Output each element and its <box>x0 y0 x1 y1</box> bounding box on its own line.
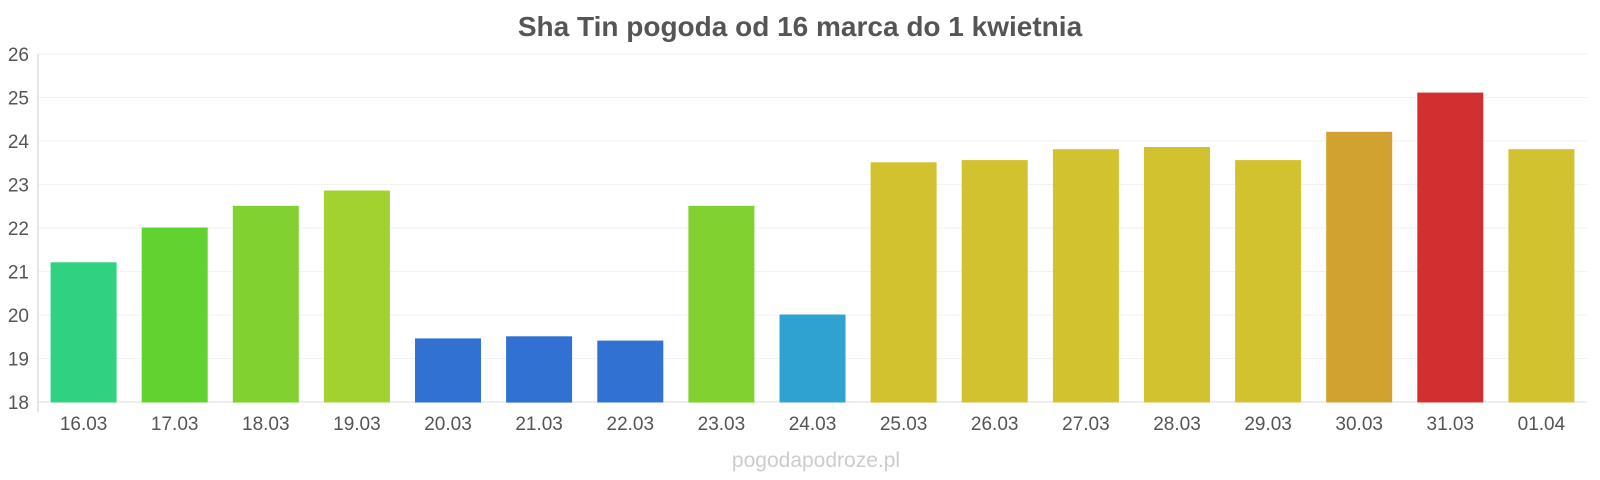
bar <box>141 227 208 403</box>
bar <box>415 338 481 403</box>
bar <box>1417 92 1484 403</box>
bar <box>1235 160 1302 403</box>
y-tick-label: 19 <box>8 350 29 371</box>
y-tick-label: 18 <box>8 393 29 414</box>
watermark: pogodapodroze.pl <box>732 449 900 472</box>
x-tick-label: 24.03 <box>789 414 837 435</box>
x-tick-label: 19.03 <box>333 414 381 435</box>
x-tick-labels: 16.03 17.03 18.03 19.03 20.03 21.03 22.03 23.03… <box>60 414 1566 435</box>
bar <box>506 336 573 403</box>
x-tick-label: 16.03 <box>60 414 108 435</box>
bar <box>50 262 117 403</box>
bar <box>323 190 390 403</box>
x-tick-label: 25.03 <box>880 414 928 435</box>
x-tick-label: 27.03 <box>1062 414 1110 435</box>
bar <box>232 205 299 403</box>
y-tick-label: 26 <box>8 45 29 66</box>
x-tick-label: 30.03 <box>1335 414 1383 435</box>
bar <box>870 162 937 403</box>
y-tick-label: 24 <box>8 132 30 153</box>
x-tick-label: 31.03 <box>1427 414 1475 435</box>
bar <box>597 340 664 403</box>
y-tick-label: 25 <box>8 89 29 110</box>
bar <box>1508 149 1575 403</box>
x-tick-label: 22.03 <box>607 414 655 435</box>
x-tick-label: 21.03 <box>515 414 563 435</box>
bar <box>961 160 1028 403</box>
x-tick-label: 23.03 <box>698 414 746 435</box>
x-tick-label: 17.03 <box>151 414 199 435</box>
x-tick-label: 26.03 <box>971 414 1019 435</box>
y-tick-label: 23 <box>8 176 29 197</box>
bars <box>50 92 1575 403</box>
y-tick-label: 21 <box>8 263 29 284</box>
bar <box>1326 131 1393 403</box>
bar <box>779 314 846 403</box>
y-tick-label: 20 <box>8 306 29 327</box>
x-tick-label: 01.04 <box>1518 414 1566 435</box>
x-tick-label: 20.03 <box>424 414 472 435</box>
chart-title: Sha Tin pogoda od 16 marca do 1 kwietnia <box>518 11 1083 42</box>
x-tick-label: 28.03 <box>1153 414 1201 435</box>
bar <box>1144 147 1210 403</box>
bar <box>1052 149 1119 403</box>
bar <box>688 205 755 403</box>
x-tick-label: 18.03 <box>242 414 290 435</box>
y-tick-labels: 18 19 20 21 22 23 24 25 26 <box>8 45 30 414</box>
y-tick-label: 22 <box>8 219 29 240</box>
x-tick-label: 29.03 <box>1244 414 1292 435</box>
